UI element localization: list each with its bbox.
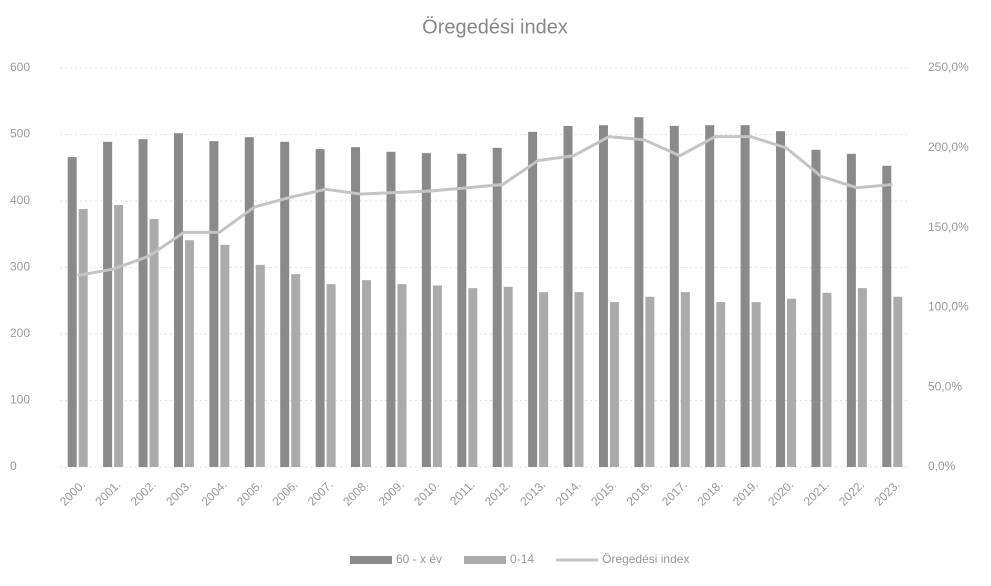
bar — [149, 218, 159, 467]
bar — [138, 139, 148, 467]
y2-tick-label: 0,0% — [928, 459, 956, 473]
bar — [598, 125, 608, 467]
legend-swatch — [350, 556, 392, 564]
bar — [563, 125, 573, 467]
bar — [362, 280, 372, 467]
bar — [811, 149, 821, 468]
bar — [244, 137, 254, 467]
chart-title: Öregedési index — [422, 16, 568, 38]
y-tick-label: 200 — [10, 326, 30, 340]
y2-tick-label: 200,0% — [928, 140, 969, 154]
y-tick-label: 100 — [10, 393, 30, 407]
y-tick-label: 400 — [10, 193, 30, 207]
bar — [280, 141, 290, 467]
bar — [751, 302, 761, 467]
bar — [457, 153, 467, 467]
bar — [705, 125, 715, 467]
y2-tick-label: 100,0% — [928, 300, 969, 314]
legend-label: Öregedési index — [602, 552, 689, 566]
bar — [421, 153, 431, 467]
bar — [574, 292, 584, 467]
bar — [114, 204, 124, 468]
bar — [67, 157, 77, 468]
bar — [716, 302, 726, 467]
y2-tick-label: 250,0% — [928, 60, 969, 74]
bar — [822, 292, 832, 467]
line — [77, 135, 893, 277]
bar — [857, 288, 867, 467]
y-tick-label: 600 — [10, 60, 30, 74]
bar — [103, 141, 113, 467]
legend-label: 60 - x év — [396, 552, 442, 566]
bar — [846, 153, 856, 467]
bar — [351, 147, 361, 467]
y2-tick-label: 150,0% — [928, 220, 969, 234]
y-tick-label: 0 — [10, 459, 17, 473]
bar — [291, 274, 301, 467]
y-tick-label: 300 — [10, 260, 30, 274]
y-tick-label: 500 — [10, 127, 30, 141]
bar — [397, 284, 407, 467]
bar — [539, 292, 549, 467]
bar — [220, 244, 230, 467]
bar — [326, 284, 336, 467]
bar — [740, 125, 750, 467]
bar — [78, 208, 88, 468]
bar — [173, 133, 183, 468]
bar — [184, 240, 194, 467]
bar — [255, 264, 265, 467]
bar — [315, 149, 325, 467]
bar — [645, 296, 655, 467]
legend-swatch — [464, 556, 507, 564]
bar — [209, 141, 219, 467]
y2-tick-label: 50,0% — [928, 379, 962, 393]
bar — [776, 131, 786, 468]
bar — [680, 292, 690, 467]
bar — [609, 302, 619, 467]
legend-label: 0-14 — [510, 552, 534, 566]
bar — [787, 298, 797, 467]
bar — [468, 288, 478, 467]
bar — [492, 147, 502, 468]
bar — [882, 165, 892, 467]
bar — [893, 296, 903, 467]
bar — [634, 117, 644, 468]
bar — [432, 285, 442, 467]
bar — [503, 286, 513, 467]
bar — [669, 125, 679, 467]
bar — [386, 151, 396, 468]
bar — [528, 131, 538, 467]
